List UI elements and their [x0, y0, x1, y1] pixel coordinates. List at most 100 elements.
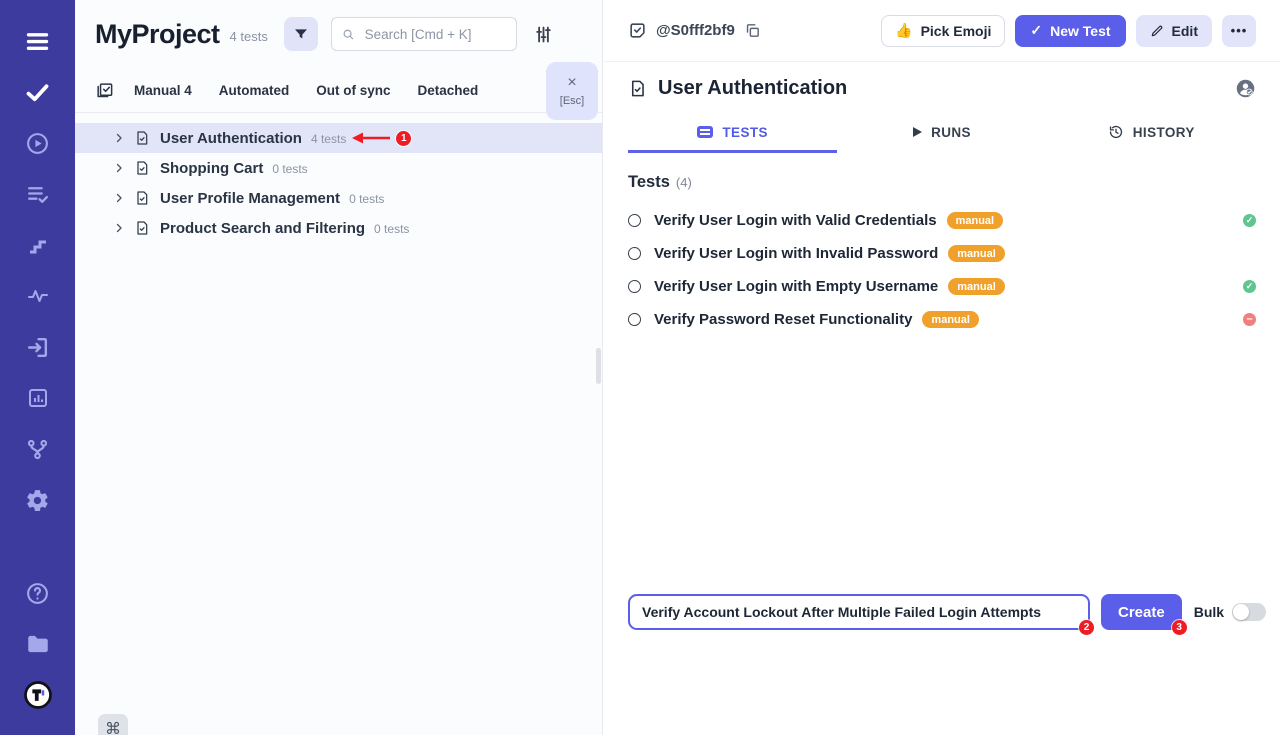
tab-tests-label: TESTS — [722, 124, 768, 140]
suite-count: 4 tests — [310, 132, 347, 146]
create-button[interactable]: Create — [1101, 594, 1182, 630]
test-circle-icon[interactable] — [628, 280, 641, 293]
search-box[interactable] — [330, 17, 517, 51]
suite-doc-icon — [134, 190, 150, 206]
tree-row-user-authentication[interactable]: User Authentication 4 tests 1 — [75, 123, 602, 153]
tab-runs[interactable]: RUNS — [837, 114, 1046, 153]
new-test-name-input[interactable] — [628, 594, 1090, 630]
search-input[interactable] — [362, 25, 506, 43]
test-circle-icon[interactable] — [628, 313, 641, 326]
suite-doc-icon — [628, 79, 647, 98]
chevron-right-icon[interactable] — [113, 132, 125, 144]
tab-out-of-sync[interactable]: Out of sync — [316, 82, 391, 98]
suite-count: 0 tests — [272, 162, 308, 176]
funnel-icon — [294, 29, 307, 39]
status-passed-icon: ✓ — [1243, 280, 1256, 293]
list-check-icon[interactable] — [18, 174, 58, 214]
folder-icon[interactable] — [18, 624, 58, 664]
toggle-knob — [1233, 604, 1250, 620]
suite-heading: User Authentication — [604, 62, 1280, 114]
steps-icon[interactable] — [18, 225, 58, 265]
play-circle-icon[interactable] — [18, 123, 58, 163]
chevron-right-icon[interactable] — [113, 192, 125, 204]
test-title: Verify User Login with Valid Credentials — [654, 212, 937, 229]
pick-emoji-button[interactable]: 👍 Pick Emoji — [881, 14, 1006, 47]
suite-label: Product Search and Filtering — [160, 219, 366, 237]
tests-section-label: Tests (4) — [628, 173, 1256, 192]
tab-runs-label: RUNS — [931, 124, 971, 140]
tab-automated[interactable]: Automated — [218, 82, 290, 98]
check-icon: ✓ — [1030, 22, 1043, 38]
gear-icon[interactable] — [18, 480, 58, 520]
filter-button[interactable] — [283, 17, 318, 51]
test-circle-icon[interactable] — [628, 214, 641, 227]
adjustments-icon[interactable] — [531, 22, 556, 47]
status-passed-icon: ✓ — [1243, 214, 1256, 227]
annotation-arrow — [352, 132, 391, 144]
activity-icon[interactable] — [18, 276, 58, 316]
bulk-toggle[interactable] — [1232, 603, 1267, 621]
assignee-avatar-icon[interactable] — [1235, 78, 1256, 99]
new-test-button[interactable]: ✓ New Test — [1015, 14, 1126, 47]
tab-manual[interactable]: Manual 4 — [134, 82, 192, 98]
tests-section-title: Tests — [628, 173, 670, 191]
test-title: Verify Password Reset Functionality — [654, 311, 913, 328]
chevron-right-icon[interactable] — [113, 222, 125, 234]
more-options-button[interactable]: ••• — [1222, 14, 1256, 47]
tests-section-count: (4) — [675, 175, 692, 190]
suite-tree: User Authentication 4 tests 1 Shopping C… — [75, 113, 602, 243]
tree-row-shopping-cart[interactable]: Shopping Cart 0 tests — [75, 153, 602, 183]
thumbs-up-icon: 👍 — [895, 22, 913, 38]
detail-actions: 👍 Pick Emoji ✓ New Test Edit ••• — [881, 14, 1256, 47]
create-test-row: 2 Create 3 Bulk — [628, 594, 1267, 635]
suite-label: User Authentication — [160, 129, 302, 147]
test-row[interactable]: Verify User Login with Valid Credentials… — [628, 204, 1256, 237]
edit-button[interactable]: Edit — [1135, 14, 1212, 47]
annotation-badge-2: 2 — [1079, 620, 1094, 635]
manual-badge: manual — [922, 311, 979, 328]
suite-count: 0 tests — [374, 222, 410, 236]
tab-detached[interactable]: Detached — [417, 82, 479, 98]
tests-card-icon — [697, 126, 714, 138]
edit-label: Edit — [1171, 22, 1198, 39]
tree-row-product-search-and-filtering[interactable]: Product Search and Filtering 0 tests — [75, 213, 602, 243]
test-row[interactable]: Verify User Login with Empty Username ma… — [628, 270, 1256, 303]
project-header: MyProject 4 tests — [75, 0, 602, 68]
tab-history[interactable]: HISTORY — [1047, 114, 1256, 153]
tab-tests[interactable]: TESTS — [628, 114, 838, 153]
play-icon — [913, 127, 923, 137]
note-check-icon — [628, 21, 647, 40]
test-title: Verify User Login with Empty Username — [654, 278, 939, 295]
tests-check-icon[interactable] — [18, 72, 58, 112]
chevron-right-icon[interactable] — [113, 162, 125, 174]
pick-emoji-label: Pick Emoji — [920, 22, 992, 39]
cmd-key-hint[interactable]: ⌘ — [98, 714, 128, 735]
create-input-wrap: 2 — [628, 594, 1094, 635]
import-icon[interactable] — [18, 327, 58, 367]
ellipsis-icon: ••• — [1230, 23, 1248, 38]
test-row[interactable]: Verify Password Reset Functionality manu… — [628, 303, 1256, 336]
create-button-wrap: Create 3 — [1101, 594, 1187, 635]
test-title: Verify User Login with Invalid Password — [654, 245, 939, 262]
ref-code-chip: @S0fff2bf9 — [628, 21, 761, 40]
git-branch-icon[interactable] — [18, 429, 58, 469]
select-tests-icon[interactable] — [95, 81, 114, 100]
hamburger-menu-icon[interactable] — [18, 21, 58, 61]
test-row[interactable]: Verify User Login with Invalid Password … — [628, 237, 1256, 270]
bulk-label: Bulk — [1193, 604, 1225, 620]
detail-topbar: @S0fff2bf9 👍 Pick Emoji ✓ New Test Edit — [604, 0, 1280, 62]
tree-row-user-profile-management[interactable]: User Profile Management 0 tests — [75, 183, 602, 213]
detail-tabs: TESTS RUNS HISTORY — [628, 114, 1256, 153]
close-icon[interactable]: × — [567, 74, 577, 91]
copy-icon[interactable] — [744, 22, 761, 39]
bar-chart-icon[interactable] — [18, 378, 58, 418]
project-tests-count: 4 tests — [229, 28, 268, 44]
ref-code: @S0fff2bf9 — [656, 22, 735, 39]
scrollbar-thumb[interactable] — [596, 348, 601, 384]
esc-popover: × [Esc] — [546, 62, 598, 120]
suite-title: User Authentication — [658, 76, 848, 99]
help-icon[interactable] — [18, 573, 58, 613]
app-logo[interactable] — [18, 675, 58, 715]
test-circle-icon[interactable] — [628, 247, 641, 260]
